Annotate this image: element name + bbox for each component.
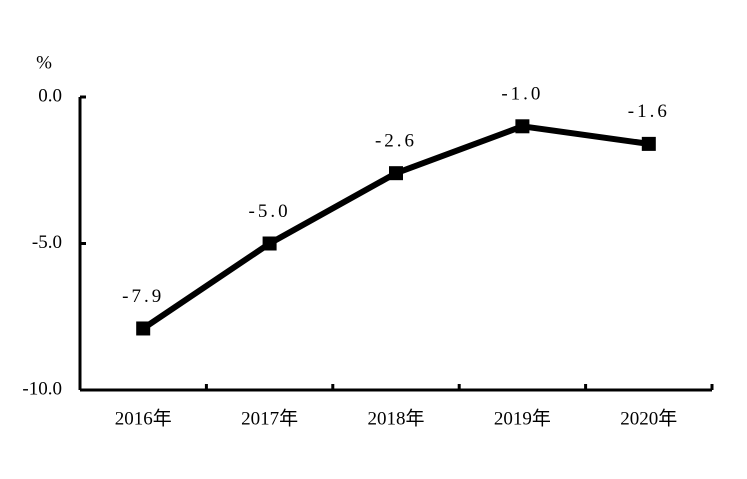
data-label: -1.6 xyxy=(628,101,670,122)
x-tick-label: 2020年 xyxy=(620,407,677,429)
data-label: -2.6 xyxy=(375,131,417,152)
data-label: -1.0 xyxy=(501,84,543,105)
line xyxy=(141,123,650,331)
y-tick-label: 0.0 xyxy=(38,85,62,106)
x-tick-label: 2017年 xyxy=(241,407,298,429)
data-label: -7.9 xyxy=(122,286,164,307)
marker xyxy=(641,136,656,151)
marker xyxy=(389,166,403,181)
marker xyxy=(136,321,151,336)
x-tick-label: 2019年 xyxy=(494,407,551,429)
marker xyxy=(515,119,530,134)
y-tick-label: -10.0 xyxy=(22,378,62,399)
y-tick-label: -5.0 xyxy=(32,232,62,253)
x-tick-label: 2016年 xyxy=(115,407,172,429)
y-axis-label: % xyxy=(36,52,52,73)
x-tick-label: 2018年 xyxy=(367,407,424,429)
data-label: -5.0 xyxy=(249,201,291,222)
marker xyxy=(262,236,277,251)
